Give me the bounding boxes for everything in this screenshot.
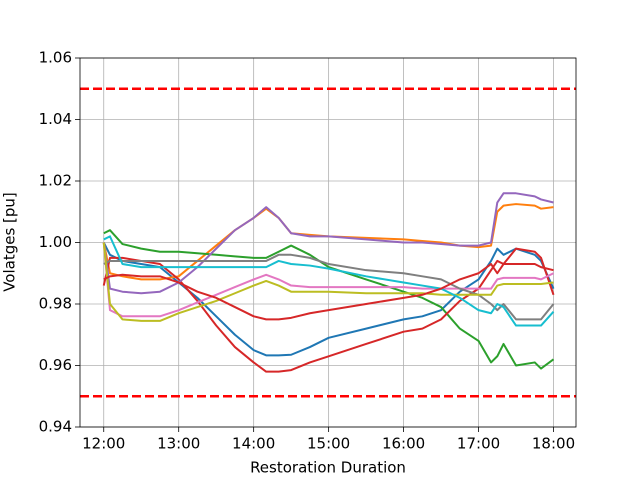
- y-tick-label: 1.06: [39, 49, 72, 67]
- series-line: [102, 247, 555, 373]
- x-tick-label: 15:00: [307, 435, 350, 453]
- x-tick-label: 12:00: [82, 435, 125, 453]
- y-tick-label: 0.96: [39, 356, 72, 374]
- y-tick-label: 1.02: [39, 172, 72, 190]
- x-tick-label: 18:00: [532, 435, 575, 453]
- y-tick-label: 0.94: [39, 418, 72, 436]
- x-tick-label: 13:00: [157, 435, 200, 453]
- plot-frame: [79, 57, 577, 428]
- series-line: [103, 253, 555, 321]
- series-line: [103, 263, 554, 321]
- series-line: [102, 192, 554, 295]
- series-line: [102, 242, 554, 322]
- x-tick-label: 14:00: [232, 435, 275, 453]
- x-tick-label: 17:00: [457, 435, 500, 453]
- y-axis-label: Volatges [pu]: [1, 192, 19, 292]
- series-line: [102, 242, 554, 318]
- series-line: [103, 235, 555, 327]
- y-tick-label: 1.00: [39, 233, 72, 251]
- y-tick-label: 0.98: [39, 295, 72, 313]
- series-line: [102, 242, 555, 357]
- x-axis-label: Restoration Duration: [250, 459, 406, 477]
- y-tick-label: 1.04: [39, 110, 72, 128]
- x-tick-label: 16:00: [382, 435, 425, 453]
